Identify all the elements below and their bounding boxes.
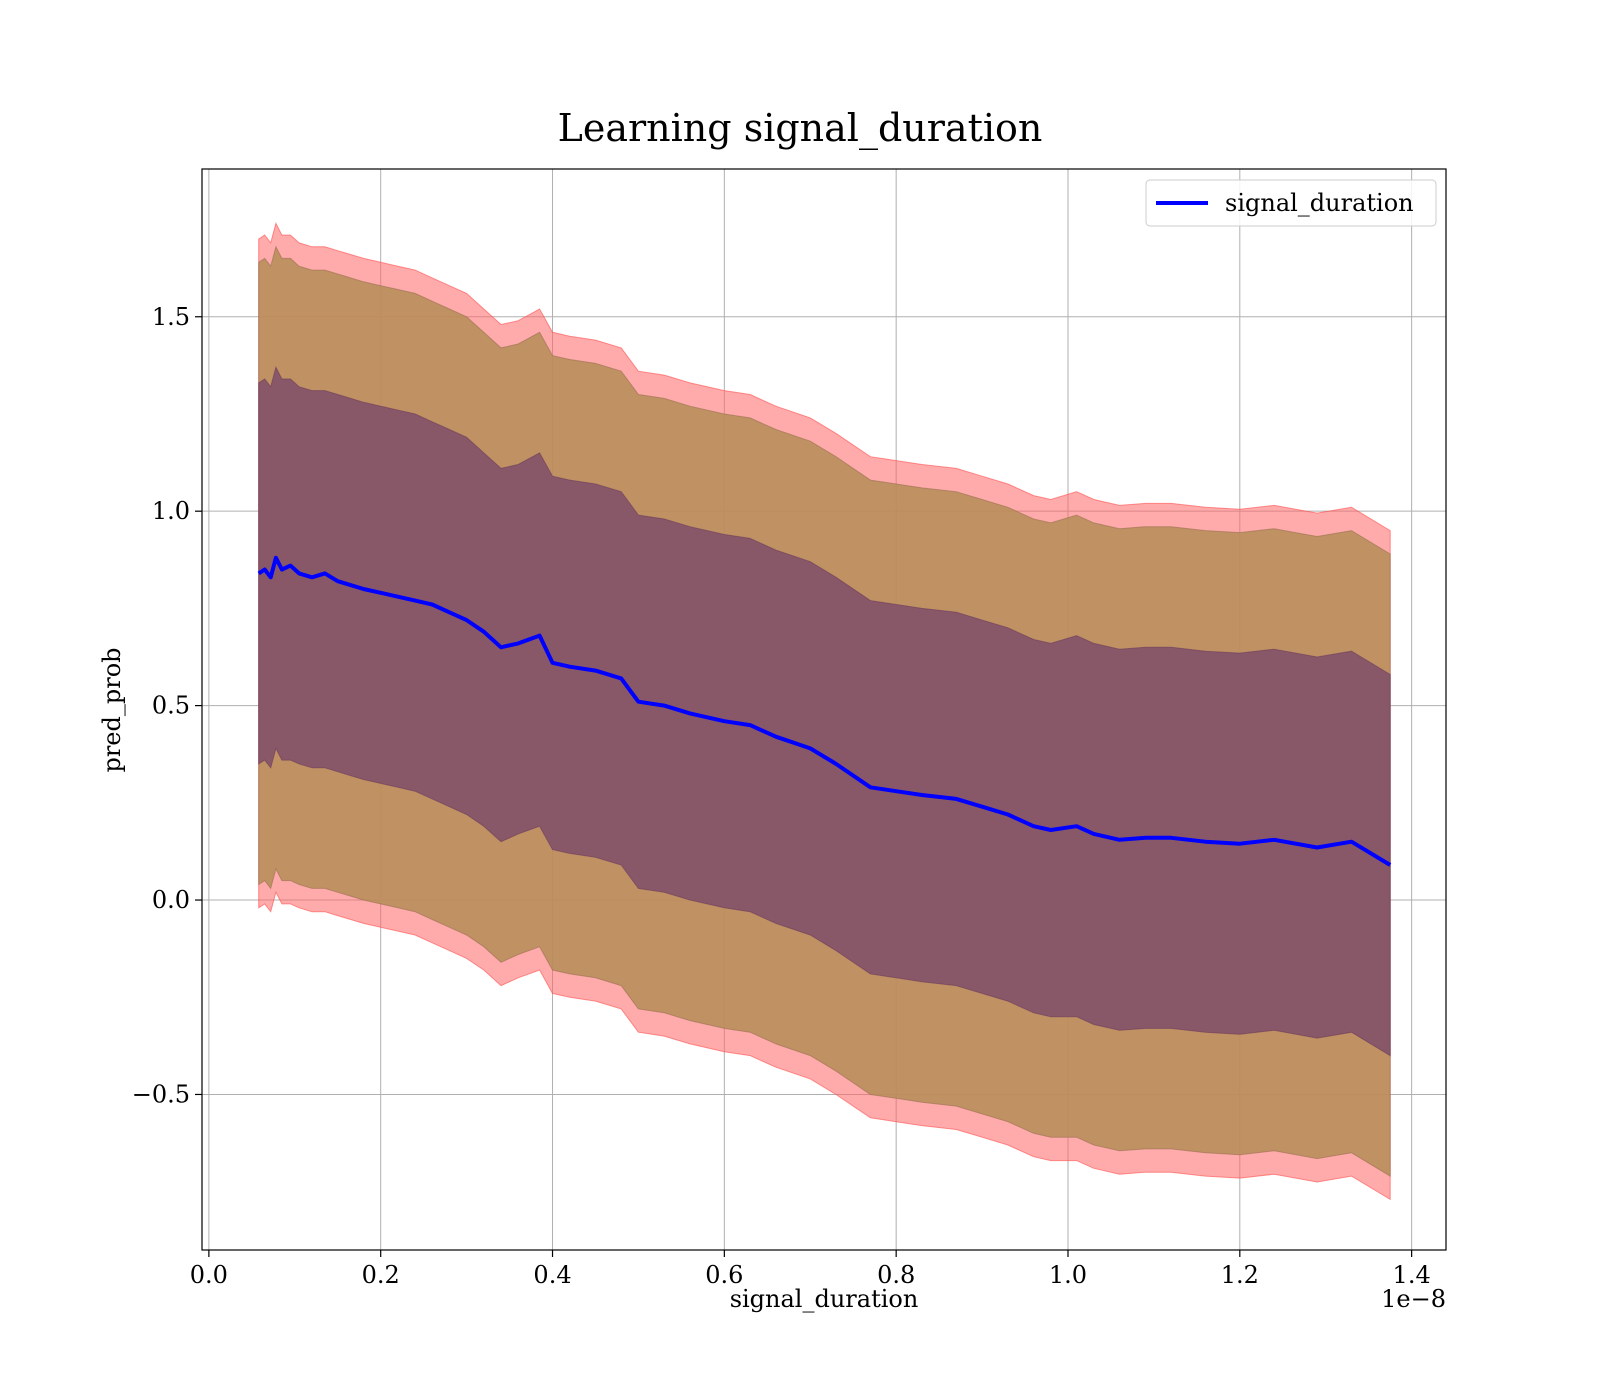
y-tick-label-4: 1.5: [152, 303, 190, 331]
x-tick-label-6: 1.2: [1221, 1261, 1259, 1289]
x-tick-label-5: 1.0: [1049, 1261, 1087, 1289]
x-axis-ticks: 0.0 0.2 0.4 0.6 0.8 1.0 1.2 1.4: [190, 1250, 1431, 1289]
x-tick-label-0: 0.0: [190, 1261, 228, 1289]
plot-frame: [201, 168, 1447, 1251]
x-tick-label-3: 0.6: [705, 1261, 743, 1289]
band-inner: [258, 365, 1391, 1057]
x-tick-label-7: 1.4: [1393, 1261, 1431, 1289]
y-tick-label-0: −0.5: [132, 1080, 190, 1108]
series-line-signal-duration: [257, 555, 1392, 867]
legend-box: [1145, 179, 1437, 227]
legend: signal_duration: [1145, 179, 1437, 227]
x-axis-label: signal_duration: [730, 1285, 919, 1313]
x-axis-offset-label: 1e−8: [1381, 1285, 1446, 1313]
confidence-bands: [258, 222, 1391, 1201]
x-tick-label-2: 0.4: [533, 1261, 571, 1289]
legend-label-signal-duration: signal_duration: [1225, 189, 1414, 217]
x-tick-label-1: 0.2: [362, 1261, 400, 1289]
y-axis-ticks: −0.5 0.0 0.5 1.0 1.5: [132, 303, 202, 1108]
y-axis-label: pred_prob: [98, 647, 126, 772]
series-lines: [257, 555, 1392, 867]
y-tick-label-2: 0.5: [152, 692, 190, 720]
y-tick-label-3: 1.0: [152, 497, 190, 525]
chart-title: Learning signal_duration: [558, 106, 1043, 151]
y-tick-label-1: 0.0: [152, 886, 190, 914]
x-tick-label-4: 0.8: [877, 1261, 915, 1289]
